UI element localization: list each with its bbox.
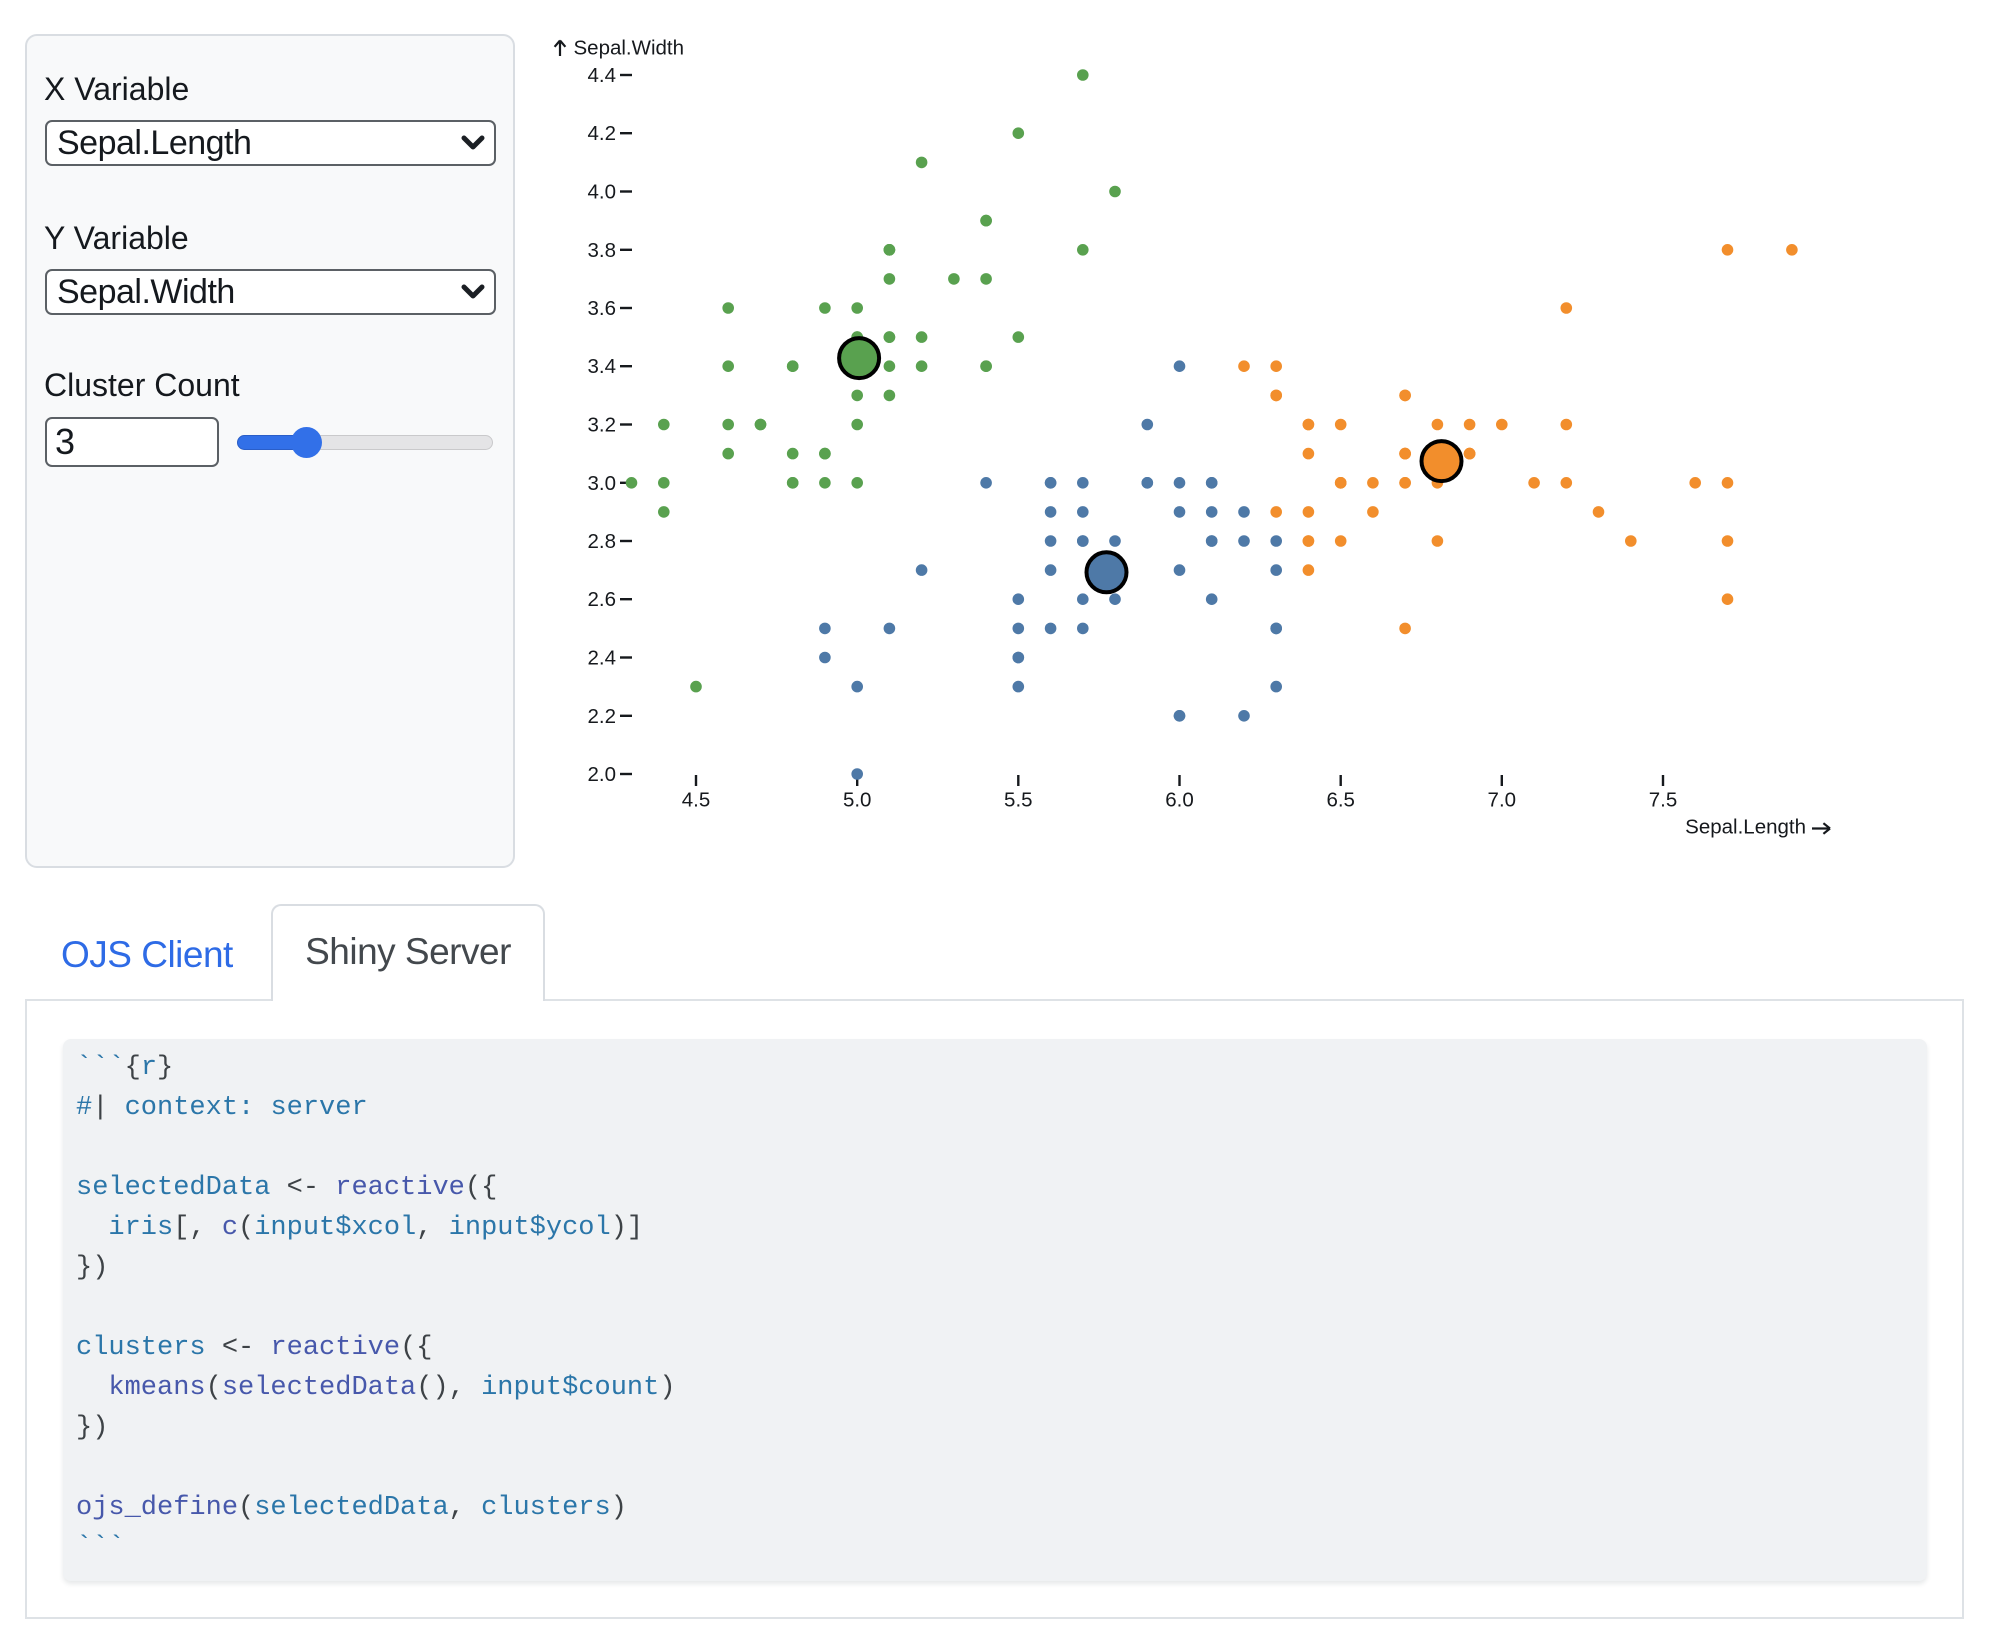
svg-text:4.5: 4.5 — [682, 789, 711, 812]
svg-text:4.2: 4.2 — [588, 122, 617, 145]
svg-text:3.2: 3.2 — [588, 414, 617, 437]
svg-text:7.5: 7.5 — [1649, 789, 1678, 812]
svg-text:2.0: 2.0 — [588, 763, 617, 786]
svg-text:5.5: 5.5 — [1004, 789, 1033, 812]
svg-text:Sepal.Length: Sepal.Length — [1685, 816, 1806, 839]
svg-text:3.6: 3.6 — [588, 297, 617, 320]
svg-text:Sepal.Width: Sepal.Width — [574, 37, 685, 60]
svg-text:3.0: 3.0 — [588, 472, 617, 495]
svg-text:2.4: 2.4 — [588, 647, 617, 670]
svg-text:2.2: 2.2 — [588, 705, 617, 728]
svg-text:3.8: 3.8 — [588, 239, 617, 262]
svg-text:2.6: 2.6 — [588, 588, 617, 611]
svg-text:6.0: 6.0 — [1165, 789, 1194, 812]
svg-text:4.4: 4.4 — [588, 64, 617, 87]
svg-text:3.4: 3.4 — [588, 355, 617, 378]
svg-text:2.8: 2.8 — [588, 530, 617, 553]
svg-text:6.5: 6.5 — [1326, 789, 1355, 812]
svg-text:7.0: 7.0 — [1488, 789, 1517, 812]
svg-text:4.0: 4.0 — [588, 181, 617, 204]
svg-text:5.0: 5.0 — [843, 789, 872, 812]
